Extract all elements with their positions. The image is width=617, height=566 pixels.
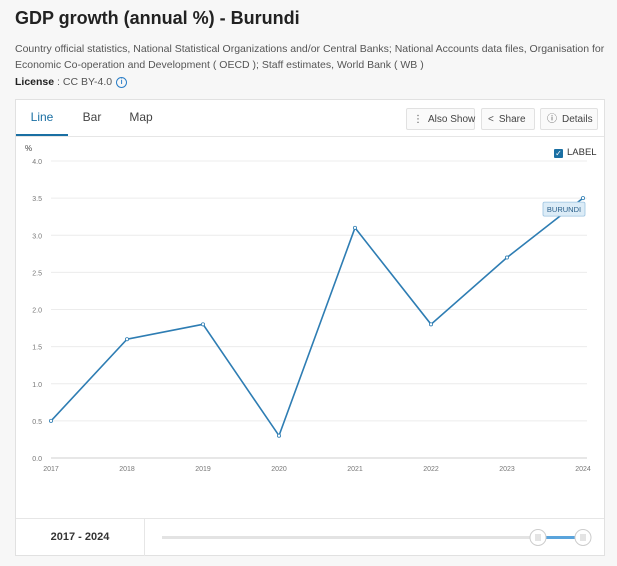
y-tick-label: 1.0 bbox=[32, 382, 42, 389]
y-tick-label: 3.5 bbox=[32, 196, 42, 203]
tab-line[interactable]: Line bbox=[16, 100, 68, 136]
page-title: GDP growth (annual %) - Burundi bbox=[15, 8, 300, 28]
y-tick-label: 3.0 bbox=[32, 233, 42, 240]
checkbox-icon[interactable]: ✓ bbox=[554, 149, 563, 158]
x-tick-label: 2024 bbox=[575, 466, 591, 473]
series-points bbox=[49, 196, 586, 438]
y-axis-label: % bbox=[25, 144, 32, 153]
details-label: Details bbox=[562, 114, 593, 125]
time-range-footer: 2017 - 2024 bbox=[16, 518, 604, 556]
data-point bbox=[428, 322, 433, 327]
x-tick-label: 2020 bbox=[271, 466, 287, 473]
y-tick-label: 2.0 bbox=[32, 308, 42, 315]
data-point bbox=[504, 255, 509, 260]
series-line-burundi bbox=[50, 197, 584, 438]
y-tick-label: 4.0 bbox=[32, 159, 42, 166]
x-tick-labels: 2017 2018 2019 2020 2021 2022 2023 2024 bbox=[43, 466, 591, 473]
info-circle-icon: ⓘ bbox=[547, 114, 557, 125]
series-label-burundi: BURUNDI bbox=[542, 201, 586, 217]
x-tick-label: 2017 bbox=[43, 466, 59, 473]
y-tick-label: 1.5 bbox=[32, 345, 42, 352]
label-toggle-text: LABEL bbox=[567, 147, 597, 158]
series-label-text: BURUNDI bbox=[547, 205, 581, 214]
source-note: Country official statistics, National St… bbox=[15, 43, 605, 71]
share-label: Share bbox=[498, 114, 526, 125]
y-tick-labels: 0.0 0.5 1.0 1.5 2.0 2.5 3.0 3.5 4.0 bbox=[32, 159, 42, 463]
y-tick-label: 0.5 bbox=[32, 419, 42, 426]
data-point bbox=[276, 433, 281, 438]
tab-bar[interactable]: Bar bbox=[82, 110, 102, 124]
time-range-label: 2017 - 2024 bbox=[16, 519, 145, 556]
slider-handle-start[interactable] bbox=[529, 529, 547, 546]
y-tick-label: 0.0 bbox=[32, 456, 42, 463]
data-point bbox=[581, 196, 586, 201]
grid-lines bbox=[51, 160, 587, 459]
also-show-button[interactable]: ⋮ Also Show bbox=[406, 108, 475, 130]
y-tick-label: 2.5 bbox=[32, 270, 42, 277]
x-tick-label: 2019 bbox=[195, 466, 211, 473]
data-point bbox=[200, 322, 205, 327]
x-tick-label: 2023 bbox=[499, 466, 515, 473]
details-button[interactable]: ⓘ Details bbox=[540, 108, 598, 130]
view-tabs: Line Bar Map ⋮ Also Show < Share ⓘ Details bbox=[16, 100, 604, 137]
also-show-label: Also Show bbox=[428, 114, 476, 125]
x-tick-label: 2022 bbox=[423, 466, 439, 473]
x-tick-label: 2021 bbox=[347, 466, 363, 473]
more-vertical-icon: ⋮ bbox=[413, 114, 423, 125]
x-tick-label: 2018 bbox=[119, 466, 135, 473]
series-label-box bbox=[542, 201, 586, 217]
tab-map[interactable]: Map bbox=[129, 110, 153, 124]
info-icon[interactable]: i bbox=[116, 77, 128, 88]
license-label: License bbox=[15, 76, 55, 88]
data-point bbox=[125, 337, 130, 342]
share-icon: < bbox=[488, 114, 494, 125]
label-toggle[interactable]: ✓ LABEL bbox=[554, 147, 597, 158]
data-point bbox=[49, 418, 54, 423]
license-line: License : CC BY-4.0 i bbox=[15, 76, 128, 88]
data-point bbox=[352, 225, 357, 230]
slider-handle-end[interactable] bbox=[574, 529, 592, 546]
license-value: : CC BY-4.0 bbox=[54, 76, 113, 88]
share-button[interactable]: < Share bbox=[481, 108, 535, 130]
chart-panel: Line Bar Map ⋮ Also Show < Share ⓘ Details … bbox=[15, 99, 605, 556]
range-slider[interactable] bbox=[16, 519, 604, 556]
line-chart: 0.0 0.5 1.0 1.5 2.0 2.5 3.0 3.5 4.0 2017 2018 2019… bbox=[25, 144, 591, 473]
